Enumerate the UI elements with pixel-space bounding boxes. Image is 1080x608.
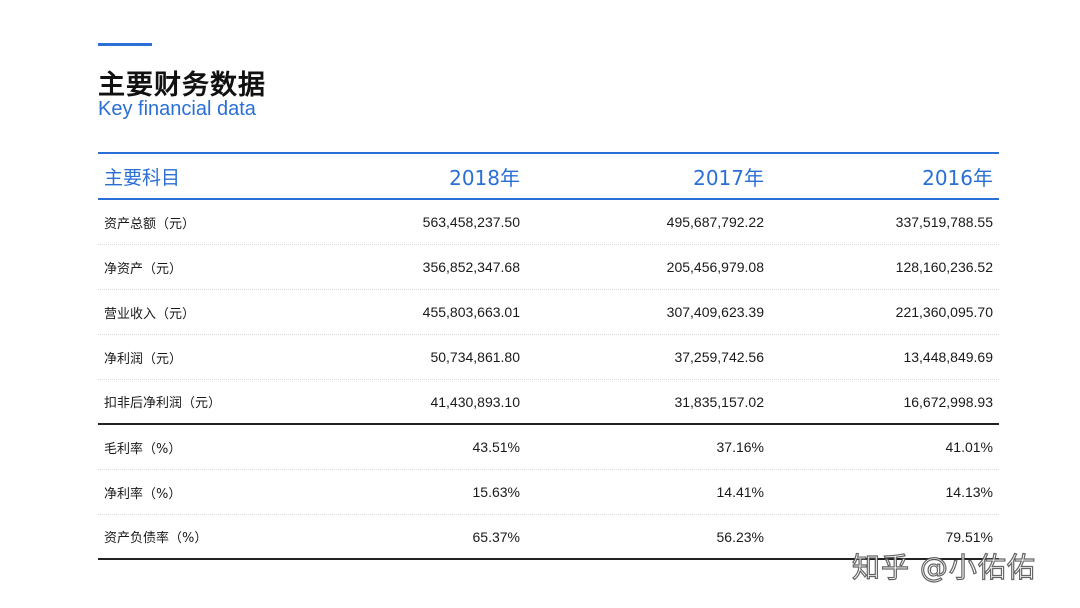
cell-2016: 221,360,095.70 <box>895 304 993 320</box>
cell-2016: 79.51% <box>945 528 993 545</box>
table-row: 毛利率（%） 43.51% 37.16% 41.01% <box>98 425 999 470</box>
cell-2016: 128,160,236.52 <box>895 259 993 275</box>
cell-2017: 37.16% <box>716 439 764 455</box>
cell-2018: 563,458,237.50 <box>422 214 520 230</box>
cell-2018: 43.51% <box>472 439 520 455</box>
page-subtitle: Key financial data <box>98 98 256 120</box>
cell-2018: 455,803,663.01 <box>422 304 520 320</box>
header-cell-2016: 2016年 <box>922 165 993 190</box>
cell-2018: 50,734,861.80 <box>430 349 520 365</box>
header-cell-2017: 2017年 <box>693 165 764 190</box>
row-label: 扣非后净利润（元） <box>104 396 222 411</box>
cell-2016: 13,448,849.69 <box>903 349 993 365</box>
table-row: 净利率（%） 15.63% 14.41% 14.13% <box>98 470 999 515</box>
cell-2018: 41,430,893.10 <box>430 393 520 410</box>
row-label: 净利率（%） <box>104 486 182 502</box>
header-cell-subject: 主要科目 <box>104 166 181 189</box>
cell-2018: 356,852,347.68 <box>422 259 520 275</box>
cell-2017: 56.23% <box>716 528 764 545</box>
header-cell-2018: 2018年 <box>449 165 520 190</box>
cell-2017: 14.41% <box>716 484 764 500</box>
cell-2016: 41.01% <box>945 439 993 455</box>
row-label: 营业收入（元） <box>104 306 196 322</box>
table-row: 净资产（元） 356,852,347.68 205,456,979.08 128… <box>98 245 999 290</box>
page-title: 主要财务数据 <box>98 70 266 101</box>
table-row: 净利润（元） 50,734,861.80 37,259,742.56 13,44… <box>98 335 999 380</box>
table-row: 资产总额（元） 563,458,237.50 495,687,792.22 33… <box>98 200 999 245</box>
row-label: 资产负债率（%） <box>104 531 208 546</box>
table-row: 扣非后净利润（元） 41,430,893.10 31,835,157.02 16… <box>98 380 999 425</box>
row-label: 资产总额（元） <box>104 216 196 232</box>
row-label: 净资产（元） <box>104 261 183 277</box>
row-label: 毛利率（%） <box>104 441 182 457</box>
table-row: 资产负债率（%） 65.37% 56.23% 79.51% <box>98 515 999 560</box>
table-header-row: 主要科目 2018年 2017年 2016年 <box>98 152 999 200</box>
cell-2017: 31,835,157.02 <box>674 393 764 410</box>
cell-2018: 65.37% <box>472 528 520 545</box>
cell-2016: 16,672,998.93 <box>903 393 993 410</box>
financial-data-table: 主要科目 2018年 2017年 2016年 资产总额（元） 563,458,2… <box>98 152 999 560</box>
title-accent-bar <box>98 43 152 46</box>
cell-2018: 15.63% <box>472 484 520 500</box>
cell-2017: 307,409,623.39 <box>666 304 764 320</box>
cell-2017: 205,456,979.08 <box>666 259 764 275</box>
cell-2017: 495,687,792.22 <box>666 214 764 230</box>
cell-2016: 337,519,788.55 <box>895 214 993 230</box>
watermark-text: 知乎 @小佑佑 <box>851 550 1036 584</box>
cell-2016: 14.13% <box>945 484 993 500</box>
table-row: 营业收入（元） 455,803,663.01 307,409,623.39 22… <box>98 290 999 335</box>
cell-2017: 37,259,742.56 <box>674 349 764 365</box>
row-label: 净利润（元） <box>104 351 183 367</box>
